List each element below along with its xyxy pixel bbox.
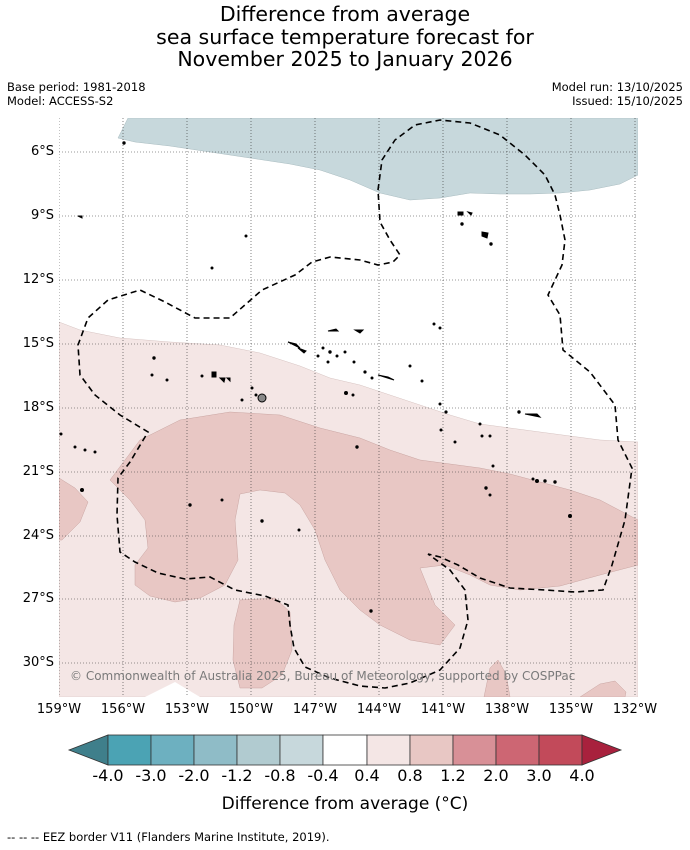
copyright-notice: © Commonwealth of Australia 2025, Bureau…: [70, 669, 576, 683]
lat-label: 24°S: [22, 528, 54, 543]
lon-label: 135°W: [548, 702, 594, 717]
lon-label: 138°W: [484, 702, 530, 717]
colorbar-tick: -2.0: [178, 766, 210, 785]
chart-title: Difference from average sea surface temp…: [0, 3, 690, 71]
title-line-2: sea surface temperature forecast for: [156, 24, 534, 49]
lon-label: 153°W: [164, 702, 210, 717]
lon-label: 144°W: [356, 702, 402, 717]
lat-label: 6°S: [30, 144, 54, 159]
model-run: Model run: 13/10/2025: [551, 80, 683, 94]
lat-label: 9°S: [30, 208, 54, 223]
colorbar-tick: -1.2: [221, 766, 253, 785]
issued-date: Issued: 15/10/2025: [572, 94, 683, 108]
colorbar-tick: -4.0: [92, 766, 124, 785]
lon-label: 132°W: [612, 702, 658, 717]
lon-label: 159°W: [36, 702, 82, 717]
eez-legend-note: -- -- -- EEZ border V11 (Flanders Marine…: [7, 830, 330, 844]
colorbar-tick: -0.8: [264, 766, 296, 785]
colorbar-tick: 2.0: [483, 766, 509, 785]
islands: [59, 141, 572, 613]
lon-label: 150°W: [228, 702, 274, 717]
lat-label: 15°S: [22, 336, 54, 351]
lat-label: 18°S: [22, 400, 54, 415]
lon-label: 147°W: [292, 702, 338, 717]
colorbar-title: Difference from average (°C): [221, 794, 469, 814]
warm-patch-se1: [483, 659, 511, 697]
colorbar-tick: 1.2: [440, 766, 466, 785]
lat-label: 21°S: [22, 464, 54, 479]
neutral-notch: [145, 682, 200, 697]
lon-label: 156°W: [100, 702, 146, 717]
colorbar-tick: 3.0: [526, 766, 552, 785]
colorbar-high-extend: [581, 734, 623, 766]
meta-right: Model run: 13/10/2025 Issued: 15/10/2025: [552, 80, 683, 108]
cool-band-north: [117, 118, 638, 201]
warm-band-medium: [109, 411, 638, 646]
colorbar-tick: 0.8: [397, 766, 423, 785]
model-name: Model: ACCESS-S2: [7, 94, 114, 108]
warm-band-medium-lobe: [232, 597, 293, 689]
colorbar-tick: -0.4: [307, 766, 339, 785]
title-line-3: November 2025 to January 2026: [177, 47, 513, 71]
gridlines: [59, 118, 638, 697]
lat-label: 12°S: [22, 272, 54, 287]
warm-patch-se2: [579, 680, 627, 697]
warm-band-medium-west: [59, 477, 89, 541]
meta-left: Base period: 1981-2018 Model: ACCESS-S2: [7, 80, 146, 108]
colorbar-low-extend: [67, 734, 109, 766]
colorbar-tick: -3.0: [135, 766, 167, 785]
colorbar-tick: 0.4: [354, 766, 380, 785]
lon-label: 141°W: [420, 702, 466, 717]
title-line-1: Difference from average: [219, 2, 471, 26]
lat-label: 27°S: [22, 591, 54, 606]
map-area: [59, 118, 638, 697]
colorbar: [67, 734, 623, 766]
colorbar-tick: 4.0: [569, 766, 595, 785]
base-period: Base period: 1981-2018: [7, 80, 146, 94]
lat-label: 30°S: [22, 655, 54, 670]
eez-border: [77, 119, 633, 689]
